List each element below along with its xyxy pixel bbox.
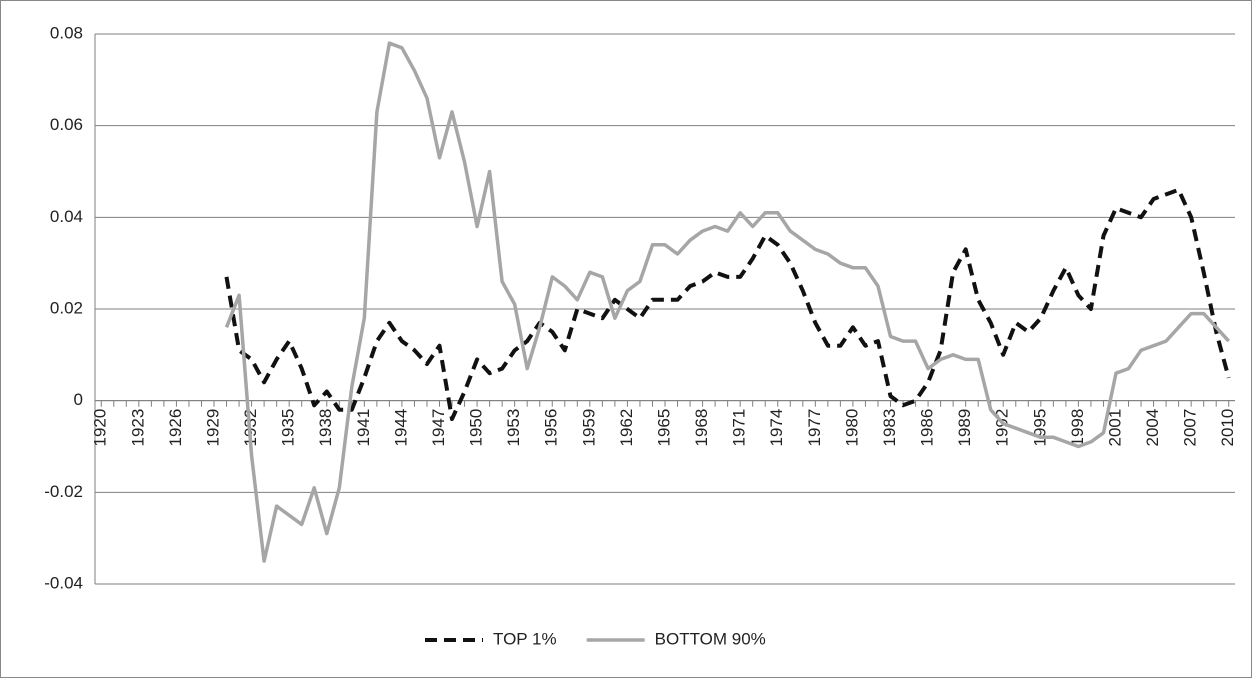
x-tick-label: 1926 [166, 409, 185, 447]
x-tick-label: 1959 [579, 409, 598, 447]
x-tick-label: 1989 [955, 409, 974, 447]
y-tick-label: 0.08 [50, 23, 83, 42]
x-tick-label: 1953 [504, 409, 523, 447]
x-tick-label: 1968 [692, 409, 711, 447]
x-tick-label: 1980 [842, 409, 861, 447]
x-tick-label: 1971 [730, 409, 749, 447]
x-tick-label: 2010 [1218, 409, 1237, 447]
x-tick-label: 1977 [805, 409, 824, 447]
y-tick-label: 0.06 [50, 115, 83, 134]
y-tick-label: 0.04 [50, 207, 83, 226]
x-tick-label: 1935 [279, 409, 298, 447]
y-tick-label: -0.02 [44, 482, 83, 501]
legend-label: BOTTOM 90% [655, 629, 766, 648]
x-tick-label: 1962 [617, 409, 636, 447]
legend-label: TOP 1% [493, 629, 557, 648]
x-tick-label: 1950 [467, 409, 486, 447]
y-tick-label: -0.04 [44, 573, 83, 592]
x-tick-label: 1947 [429, 409, 448, 447]
x-tick-label: 1941 [354, 409, 373, 447]
x-tick-label: 2001 [1105, 409, 1124, 447]
x-tick-label: 2007 [1181, 409, 1200, 447]
x-tick-label: 2004 [1143, 409, 1162, 447]
x-tick-label: 1998 [1068, 409, 1087, 447]
x-tick-label: 1920 [91, 409, 110, 447]
x-tick-label: 1986 [918, 409, 937, 447]
series-line [224, 187, 1231, 421]
x-tick-label: 1974 [767, 409, 786, 447]
x-tick-label: 1956 [542, 409, 561, 447]
series-line [224, 41, 1230, 563]
x-tick-label: 1938 [316, 409, 335, 447]
x-tick-label: 1983 [880, 409, 899, 447]
x-tick-label: 1965 [654, 409, 673, 447]
x-tick-label: 1923 [128, 409, 147, 447]
x-tick-label: 1995 [1030, 409, 1049, 447]
y-tick-label: 0 [74, 390, 83, 409]
x-tick-label: 1944 [391, 409, 410, 447]
y-tick-label: 0.02 [50, 298, 83, 317]
x-tick-label: 1929 [203, 409, 222, 447]
